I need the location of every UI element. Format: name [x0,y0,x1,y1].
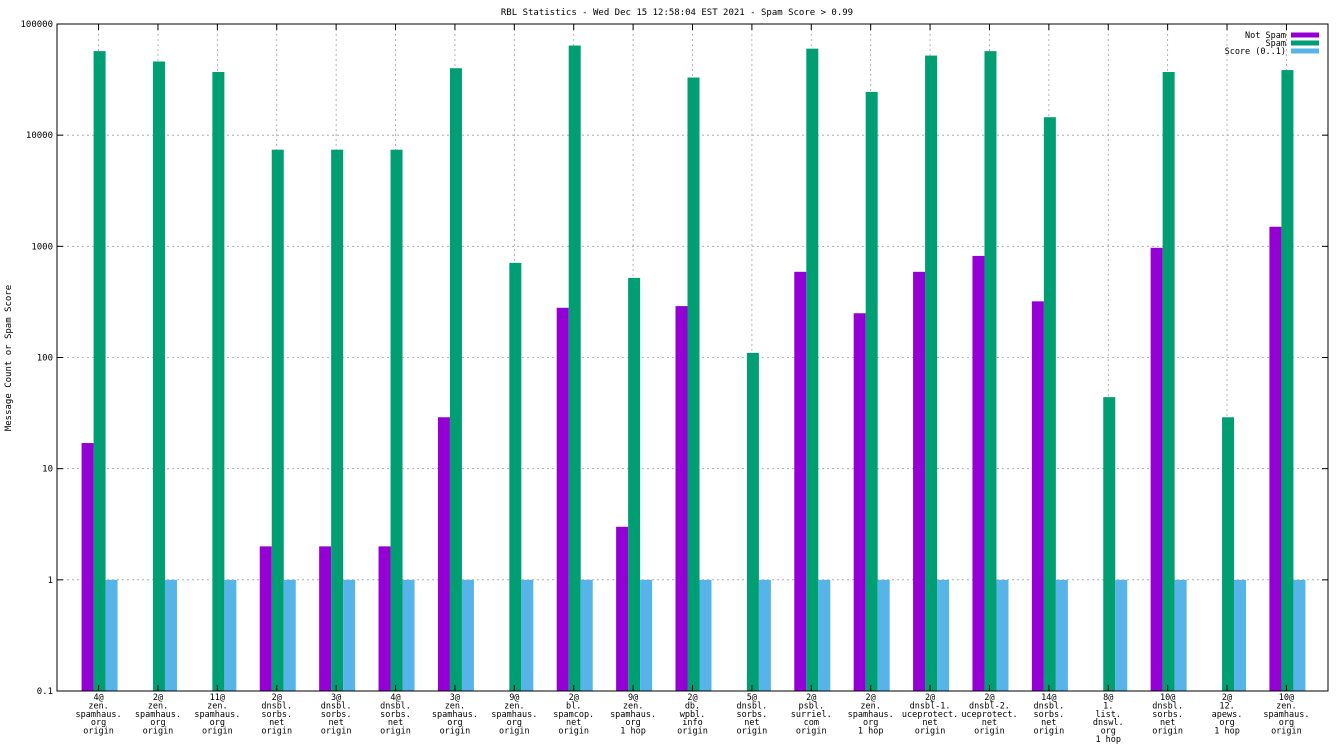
bar-score-0-1 [699,579,712,691]
bar-not-spam [616,526,629,691]
bar-spam [509,262,522,691]
axis-ticks: 0.1 1 10 100 1000 10000 100000 [20,20,1328,697]
bar-score-0-1 [818,579,831,691]
bar-score-0-1 [1293,579,1306,691]
bar-spam [984,51,997,692]
bar-spam [1281,70,1294,691]
legend-label-score-0-1: Score (0..1) [1225,47,1286,57]
bars [81,45,1306,692]
bar-score-0-1 [402,579,415,691]
x-axis-labels: 4@ zen. spamhaus. org origin 2@ zen. spamhaus. o… [76,693,1310,745]
x-tick-label: 3@ dnsbl. sorbs. net origin [321,693,352,737]
x-tick-label: 8@ 1. list. dnswl. org 1 hop [1093,693,1124,745]
bar-not-spam [437,417,450,691]
bar-spam [1222,417,1235,691]
bar-score-0-1 [343,579,356,691]
x-tick-label: 2@ 12. apews. org 1 hop [1212,693,1243,737]
bar-score-0-1 [105,579,118,691]
bar-not-spam [378,546,391,691]
bar-score-0-1 [640,579,653,691]
x-tick-label: 14@ dnsbl. sorbs. net origin [1033,693,1064,737]
y-axis-label: Message Count or Spam Score [4,285,14,431]
y-tick-label: 100000 [20,20,53,30]
bar-not-spam [319,546,332,691]
bar-not-spam [81,443,94,691]
bar-score-0-1 [224,579,237,691]
x-tick-label: 10@ dnsbl. sorbs. net origin [1152,693,1183,737]
bar-score-0-1 [877,579,890,691]
x-tick-label: 2@ db. wpbl. info origin [677,693,708,737]
x-tick-label: 5@ dnsbl. sorbs. net origin [737,693,768,737]
bar-spam [331,149,344,691]
bar-spam [806,48,819,692]
x-tick-label: 2@ dnsbl-1. uceprotect. net origin [902,693,958,737]
x-tick-label: 2@ dnsbl-2. uceprotect. net origin [961,693,1017,737]
bar-score-0-1 [461,579,474,691]
bar-spam [93,51,106,692]
bar-score-0-1 [283,579,296,691]
x-tick-label: 2@ zen. spamhaus. org origin [135,693,181,737]
bar-not-spam [794,271,807,691]
x-tick-label: 2@ psbl. surriel. com origin [791,693,832,737]
legend-swatch-score-0-1 [1291,48,1319,54]
bar-spam [212,72,225,691]
legend-swatch-not-spam [1291,32,1319,38]
x-tick-label: 2@ bl. spamcop. net origin [553,693,594,737]
bar-not-spam [972,255,985,691]
legend-swatch-spam [1291,40,1319,46]
y-tick-label: 1000 [31,242,53,252]
bar-spam [390,149,403,691]
x-tick-label: 11@ zen. spamhaus. org origin [194,693,240,737]
bar-spam [152,61,165,691]
bar-spam [925,55,938,691]
bar-not-spam [853,313,866,691]
chart-title: RBL Statistics - Wed Dec 15 12:58:04 EST… [501,8,853,18]
x-tick-label: 2@ dnsbl. sorbs. net origin [261,693,292,737]
legend-label-spam: Spam [1266,39,1286,49]
bar-spam [628,277,641,691]
bar-score-0-1 [1115,579,1128,691]
bar-spam [1043,117,1056,692]
bar-score-0-1 [521,579,534,691]
bar-not-spam [913,271,926,691]
bar-spam [746,352,759,691]
bar-not-spam [1269,226,1282,691]
bar-not-spam [1150,247,1163,691]
bar-score-0-1 [164,579,177,691]
bar-spam [1162,72,1175,691]
x-tick-label: 4@ dnsbl. sorbs. net origin [380,693,411,737]
bar-score-0-1 [1174,579,1187,691]
y-tick-label: 100 [37,354,53,364]
y-tick-label: 10000 [26,131,53,141]
bar-not-spam [675,306,688,691]
legend-label-not-spam: Not Spam [1245,31,1286,41]
bar-spam [687,77,700,691]
bar-score-0-1 [758,579,771,691]
bar-not-spam [556,307,569,691]
x-tick-label: 3@ zen. spamhaus. org origin [432,693,478,737]
bar-spam [568,45,581,691]
x-tick-label: 10@ zen. spamhaus. org origin [1263,693,1309,737]
y-tick-label: 0.1 [37,687,53,697]
x-tick-label: 4@ zen. spamhaus. org origin [76,693,122,737]
bar-score-0-1 [1234,579,1247,691]
bar-score-0-1 [937,579,950,691]
y-tick-label: 1 [48,576,53,586]
bar-score-0-1 [996,579,1009,691]
bar-spam [1103,397,1116,691]
bar-score-0-1 [1055,579,1068,691]
x-tick-label: 9@ zen. spamhaus. org origin [491,693,537,737]
y-tick-label: 10 [42,465,53,475]
bar-spam [865,91,878,692]
bar-not-spam [1031,301,1044,691]
bar-score-0-1 [580,579,593,691]
x-tick-label: 9@ zen. spamhaus. org 1 hop [610,693,656,737]
bar-spam [271,149,284,691]
bar-spam [449,68,462,691]
x-tick-label: 2@ zen. spamhaus. org 1 hop [848,693,894,737]
bar-not-spam [259,546,272,691]
